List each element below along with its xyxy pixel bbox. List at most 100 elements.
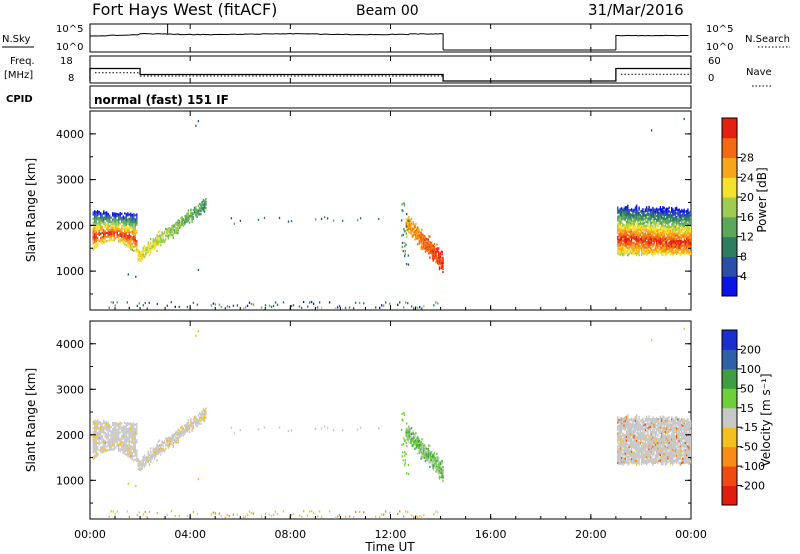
power-cell — [671, 232, 673, 235]
power-cell — [634, 206, 637, 209]
velocity-cell — [618, 451, 620, 454]
power-cell — [121, 225, 123, 228]
velocity-cell — [435, 460, 437, 463]
power-cell — [121, 220, 123, 224]
velocity-cell — [127, 440, 129, 443]
power-cell — [133, 215, 135, 218]
power-cell — [635, 211, 638, 215]
velocity-cell — [628, 422, 630, 425]
power-cell — [661, 254, 663, 257]
velocity-cell — [617, 419, 619, 422]
power-cell — [136, 240, 138, 243]
power-cell — [136, 242, 138, 245]
power-cell — [104, 224, 106, 227]
power-cell — [662, 239, 664, 242]
power-cell — [116, 223, 118, 226]
power-cell — [423, 243, 425, 246]
velocity-cell — [168, 436, 171, 439]
power-cell — [689, 245, 692, 248]
velocity-cell — [143, 454, 146, 457]
power-cell — [659, 248, 662, 251]
power-cell — [661, 210, 663, 213]
velocity-cell — [640, 441, 643, 444]
velocity-cell — [639, 454, 642, 457]
velocity-cell — [440, 474, 442, 477]
velocity-cell — [624, 452, 626, 455]
velocity-cell — [104, 425, 106, 428]
velocity-cell — [658, 417, 660, 420]
power-cell — [627, 221, 629, 224]
power-cell — [664, 219, 667, 222]
power-cell — [649, 241, 652, 244]
power-cell — [673, 231, 675, 234]
power-cell — [637, 246, 639, 249]
velocity-cell — [622, 460, 624, 463]
power-cell — [645, 253, 648, 256]
velocity-cell — [622, 438, 624, 441]
power-cell — [623, 211, 625, 214]
velocity-cell — [100, 433, 102, 437]
power-cell — [415, 232, 417, 235]
power-cell — [669, 253, 672, 256]
power-cell — [650, 232, 653, 235]
power-cell — [290, 305, 293, 308]
power-cell — [104, 226, 106, 229]
power-cell — [628, 229, 630, 232]
colorbar-tick-label: 16 — [740, 211, 754, 224]
velocity-cell — [439, 461, 442, 464]
power-cell — [130, 227, 132, 230]
power-cell — [627, 230, 629, 233]
power-cell — [684, 226, 687, 230]
power-cell — [203, 201, 206, 204]
velocity-cell — [643, 435, 645, 438]
power-cell — [642, 252, 644, 255]
velocity-cell — [186, 426, 188, 429]
velocity-cell — [118, 435, 120, 438]
power-cell — [411, 228, 414, 232]
power-cell — [103, 212, 105, 215]
power-cell — [92, 227, 94, 231]
power-cell — [661, 217, 663, 220]
velocity-cell — [657, 461, 659, 465]
power-cell — [648, 251, 650, 254]
velocity-cell — [122, 431, 124, 434]
power-cell — [274, 301, 277, 304]
velocity-cell — [92, 445, 94, 448]
velocity-cell — [128, 441, 130, 444]
power-cell — [409, 225, 411, 228]
velocity-cell — [136, 424, 138, 428]
power-cell — [112, 224, 114, 227]
velocity-cell — [648, 459, 650, 462]
power-cell — [671, 216, 673, 219]
power-cell — [638, 219, 640, 222]
power-cell — [623, 238, 625, 241]
power-cell — [653, 210, 655, 213]
velocity-cell — [423, 445, 425, 448]
power-cell — [420, 241, 422, 244]
power-cell — [161, 240, 163, 244]
power-cell — [156, 236, 158, 239]
power-cell — [126, 301, 128, 304]
power-cell — [687, 213, 689, 217]
velocity-cell — [201, 410, 203, 413]
power-cell — [624, 252, 626, 255]
velocity-cell — [618, 419, 620, 422]
power-cell — [663, 234, 665, 237]
power-cell — [682, 222, 684, 225]
velocity-cell — [632, 420, 634, 423]
velocity-cell — [659, 461, 662, 464]
velocity-cell — [623, 457, 625, 460]
power-cell — [684, 219, 687, 222]
velocity-cell — [618, 429, 620, 433]
velocity-cell — [617, 425, 619, 428]
power-cell — [677, 243, 679, 246]
power-cell — [669, 244, 672, 247]
power-cell — [103, 216, 105, 219]
velocity-cell — [442, 467, 444, 470]
power-cell — [425, 243, 428, 247]
power-cell — [664, 208, 667, 211]
power-cell — [637, 243, 639, 246]
velocity-cell — [633, 452, 635, 455]
velocity-cell — [632, 446, 634, 449]
velocity-cell — [622, 425, 624, 428]
